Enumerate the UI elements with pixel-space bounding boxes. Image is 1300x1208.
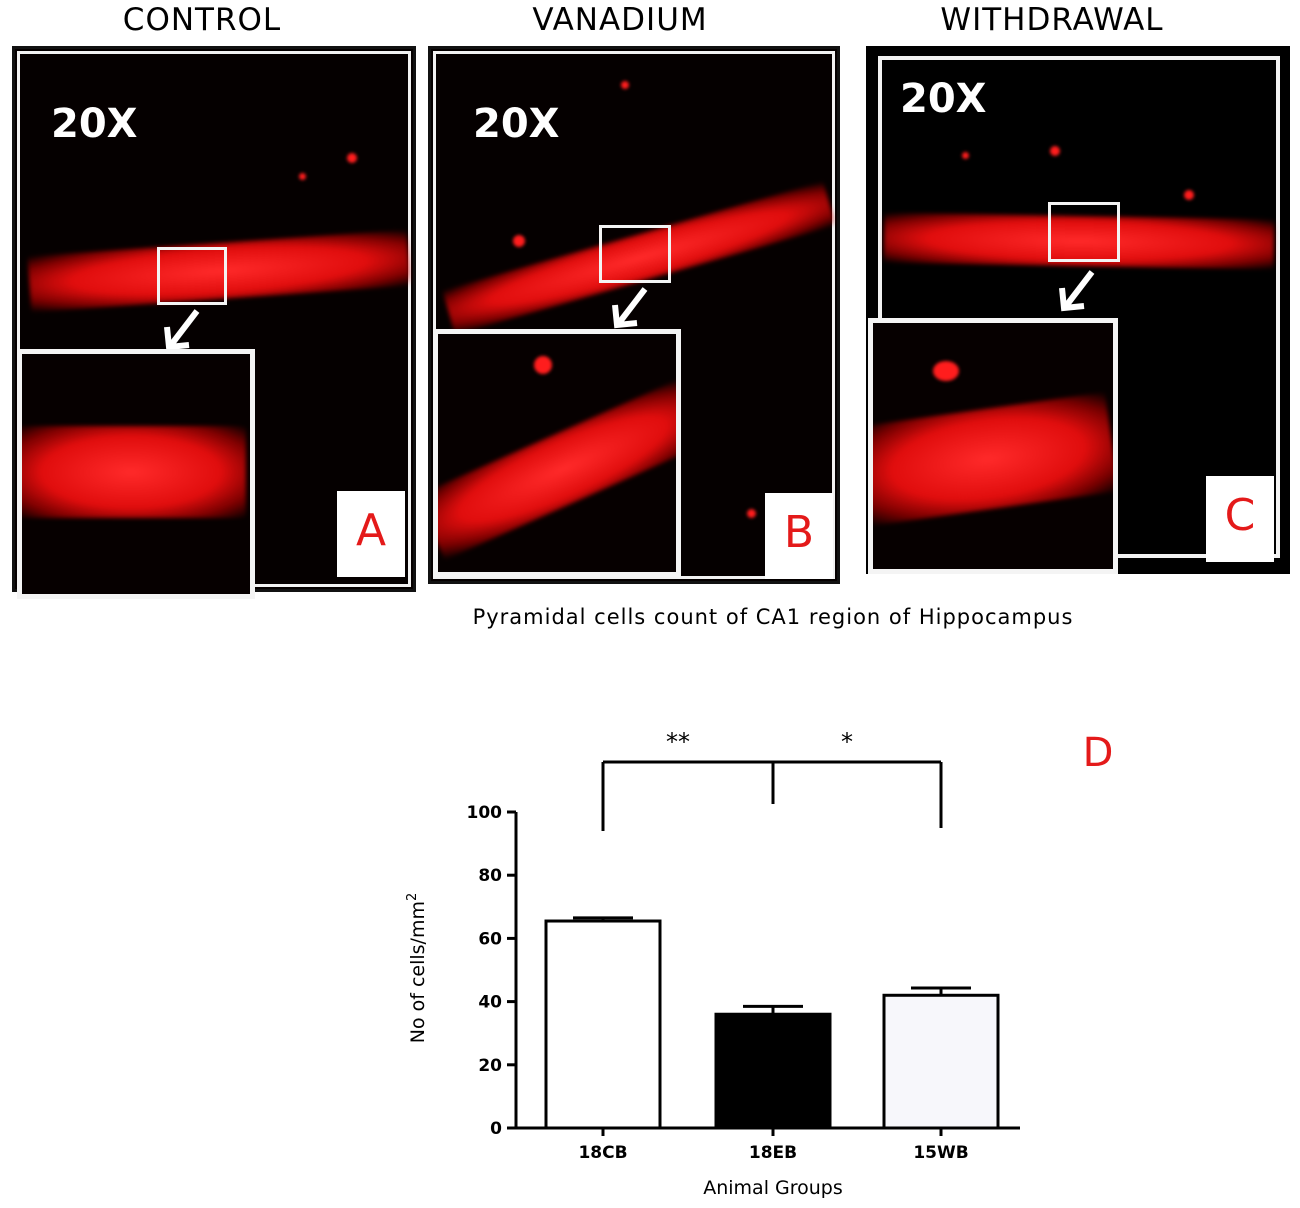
zoom-inset (17, 349, 255, 599)
pyramidal-cell-band-zoomed (22, 426, 246, 518)
arrow-icon (612, 287, 648, 329)
column-title-withdrawal: WITHDRAWAL (940, 2, 1164, 38)
panel-letter-box: A (337, 491, 405, 577)
panel-letter-d: D (1083, 730, 1114, 776)
x-tick-label-15WB: 15WB (913, 1143, 968, 1163)
cell-dot (747, 509, 756, 518)
cell-dot (299, 173, 306, 180)
magnification-label: 20X (473, 101, 560, 147)
y-tick-label: 80 (478, 866, 502, 886)
bar-15WB (882, 993, 1000, 1130)
cell-dot (1050, 146, 1060, 156)
x-axis-title: Animal Groups (703, 1177, 843, 1199)
y-tick-label: 60 (478, 929, 502, 949)
panel-letter-box: C (1206, 476, 1274, 562)
cell-dot (534, 356, 552, 374)
bar-18EB (714, 1012, 832, 1130)
significance-label: ** (666, 728, 690, 756)
y-tick-label: 20 (478, 1056, 502, 1076)
magnification-label: 20X (51, 101, 138, 147)
selection-box (1048, 202, 1120, 262)
bar-18CB (544, 919, 662, 1130)
inner-frame (433, 51, 835, 579)
micrograph-panel-control: 20X A (12, 46, 416, 599)
significance-label: * (841, 728, 853, 756)
y-axis-title-text: No of cells/mm (407, 901, 429, 1043)
micrograph-panel-withdrawal: 20X C (866, 46, 1290, 574)
figure-caption: Pyramidal cells count of CA1 region of H… (472, 605, 1074, 629)
panel-letter-a: A (355, 505, 387, 556)
magnification-label: 20X (900, 76, 987, 122)
column-title-vanadium: VANADIUM (532, 2, 708, 38)
cell-dot (933, 361, 959, 381)
y-tick-label: 100 (467, 803, 503, 823)
cell-dot (513, 235, 525, 247)
y-tick-label: 0 (490, 1119, 502, 1139)
panel-letter-b: B (783, 507, 815, 558)
cell-dot (621, 81, 629, 89)
selection-box (157, 247, 227, 305)
micrograph-panel-vanadium: 20X B (428, 46, 840, 584)
y-axis-title-superscript: 2 (405, 893, 420, 901)
arrow-icon (1059, 270, 1095, 312)
chart-plot-layer: 0 20 40 60 80 100 18CB 18EB 15WB Animal Groups No … (405, 728, 1020, 1199)
cell-dot (1184, 190, 1194, 200)
x-tick-label-18EB: 18EB (749, 1143, 797, 1163)
column-title-control: CONTROL (122, 2, 282, 38)
x-tick-label-18CB: 18CB (578, 1143, 627, 1163)
y-tick-label: 40 (478, 993, 502, 1013)
panel-letter-box: B (765, 493, 833, 579)
cell-dot (962, 152, 969, 159)
zoom-inset (868, 318, 1118, 574)
cell-dot (347, 153, 357, 163)
panel-letter-c: C (1224, 490, 1256, 541)
selection-box (599, 225, 671, 283)
y-axis-title: No of cells/mm2 (405, 893, 429, 1044)
zoom-inset (433, 329, 681, 577)
arrow-icon (164, 309, 200, 351)
